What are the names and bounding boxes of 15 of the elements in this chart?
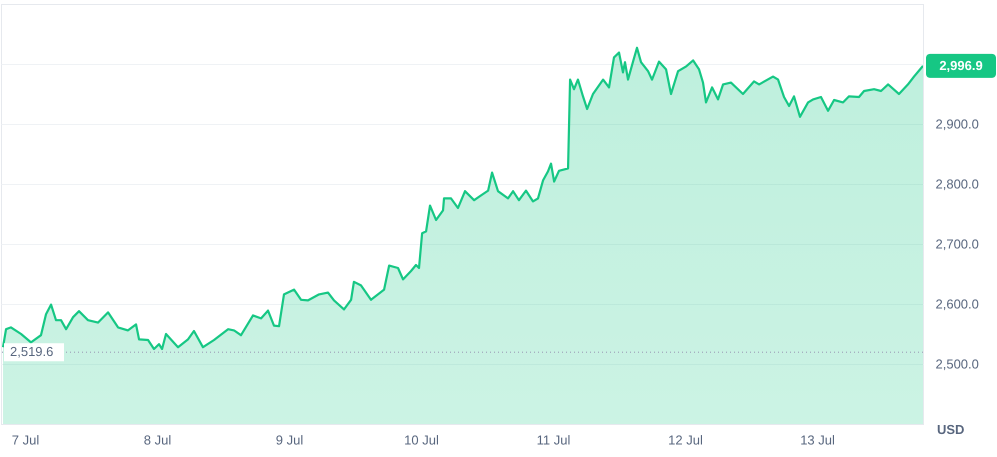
y-axis-title: USD bbox=[937, 422, 964, 437]
x-tick-label: 9 Jul bbox=[276, 432, 304, 448]
x-tick-label: 10 Jul bbox=[404, 432, 439, 448]
y-tick-label: 2,900.0 bbox=[936, 116, 979, 132]
annotation: 2,996.9 bbox=[939, 58, 983, 73]
x-tick-label: 12 Jul bbox=[668, 432, 703, 448]
y-tick-label: 2,800.0 bbox=[936, 176, 979, 192]
x-tick-label: 13 Jul bbox=[800, 432, 835, 448]
y-tick-label: 2,600.0 bbox=[936, 296, 979, 312]
x-tick-label: 7 Jul bbox=[12, 432, 40, 448]
y-tick-label: 2,500.0 bbox=[936, 356, 979, 372]
x-tick-label: 8 Jul bbox=[144, 432, 172, 448]
ref-line-label: 2,519.6 bbox=[10, 344, 54, 360]
x-tick-label: 11 Jul bbox=[536, 432, 570, 448]
y-tick-label: 2,700.0 bbox=[936, 236, 979, 252]
